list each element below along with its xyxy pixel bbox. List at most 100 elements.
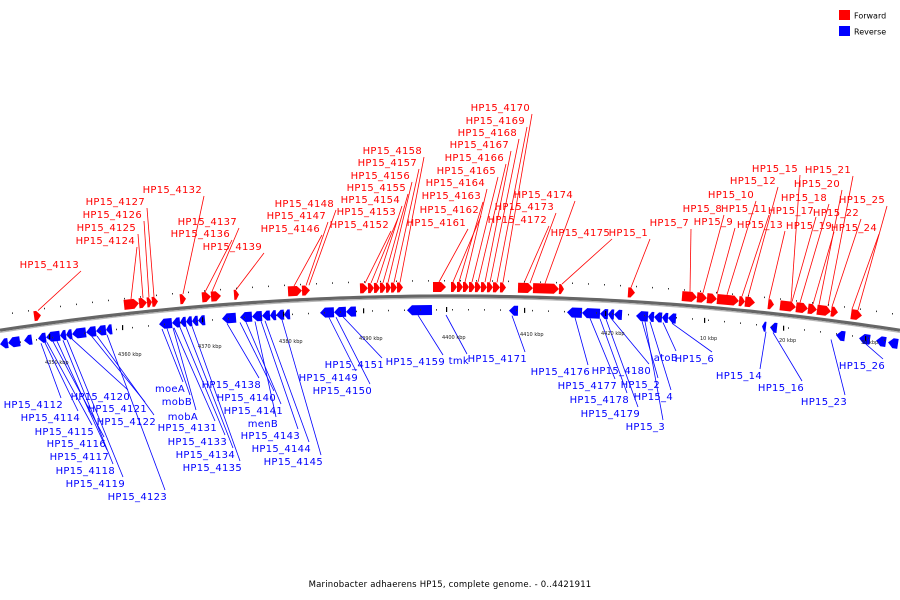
reverse-gene-arrow[interactable] <box>608 309 615 320</box>
gene-label[interactable]: HP15_4 <box>634 392 673 403</box>
gene-label[interactable]: HP15_4166 <box>445 153 504 164</box>
gene-label[interactable]: HP15_4169 <box>466 116 525 127</box>
reverse-gene-arrow[interactable] <box>71 327 87 339</box>
gene-label[interactable]: HP15_4158 <box>363 146 422 157</box>
gene-label[interactable]: HP15_4119 <box>66 479 125 490</box>
forward-gene-arrow[interactable] <box>385 282 391 293</box>
gene-label[interactable]: HP15_21 <box>805 165 851 176</box>
reverse-gene-arrow[interactable] <box>654 312 663 323</box>
reverse-gene-arrow[interactable] <box>252 310 263 322</box>
forward-gene-arrow[interactable] <box>779 300 796 312</box>
gene-label[interactable]: HP15_4180 <box>592 366 651 377</box>
gene-label[interactable]: HP15_4132 <box>143 185 202 196</box>
legend-item-forward[interactable]: Forward <box>839 10 886 21</box>
reverse-gene-arrow[interactable] <box>45 330 61 343</box>
reverse-gene-arrow[interactable] <box>270 310 277 321</box>
reverse-gene-arrow[interactable] <box>835 330 846 342</box>
reverse-gene-arrow[interactable] <box>37 332 47 344</box>
forward-gene-arrow[interactable] <box>738 296 746 307</box>
gene-label[interactable]: HP15_4152 <box>330 220 389 231</box>
gene-label[interactable]: HP15_4121 <box>88 404 147 415</box>
gene-label[interactable]: HP15_4124 <box>76 236 135 247</box>
reverse-gene-arrow[interactable] <box>0 338 9 349</box>
gene-label[interactable]: HP15_4120 <box>71 392 130 403</box>
forward-gene-arrow[interactable] <box>146 297 153 308</box>
reverse-gene-arrow[interactable] <box>192 315 199 326</box>
gene-label[interactable]: HP15_4151 <box>325 360 384 371</box>
gene-label[interactable]: HP15_4137 <box>178 217 237 228</box>
forward-gene-arrow[interactable] <box>301 285 310 296</box>
reverse-gene-arrow[interactable] <box>198 315 206 326</box>
gene-label[interactable]: HP15_15 <box>752 164 798 175</box>
forward-gene-arrow[interactable] <box>807 303 817 315</box>
forward-gene-arrow[interactable] <box>468 282 475 293</box>
forward-gene-arrow[interactable] <box>179 294 187 305</box>
reverse-gene-arrow[interactable] <box>85 326 97 337</box>
forward-gene-arrow[interactable] <box>767 299 774 310</box>
forward-gene-arrow[interactable] <box>138 297 148 309</box>
gene-label[interactable]: HP15_23 <box>801 397 847 408</box>
forward-gene-arrow[interactable] <box>850 309 862 320</box>
reverse-gene-arrow[interactable] <box>761 321 767 332</box>
gene-label[interactable]: HP15_4153 <box>337 207 396 218</box>
forward-gene-arrow[interactable] <box>201 292 212 303</box>
forward-gene-arrow[interactable] <box>486 282 493 293</box>
forward-gene-arrow[interactable] <box>696 292 708 303</box>
gene-label[interactable]: HP15_4112 <box>4 400 63 411</box>
forward-gene-arrow[interactable] <box>681 291 698 302</box>
reverse-gene-arrow[interactable] <box>346 306 357 317</box>
reverse-gene-arrow[interactable] <box>582 308 601 319</box>
reverse-gene-arrow[interactable] <box>648 311 655 322</box>
gene-label[interactable]: HP15_4126 <box>83 210 142 221</box>
gene-label[interactable]: HP15_4116 <box>47 439 106 450</box>
forward-gene-arrow[interactable] <box>627 287 636 298</box>
gene-label[interactable]: HP15_4176 <box>531 367 590 378</box>
forward-gene-arrow[interactable] <box>396 282 403 293</box>
forward-gene-arrow[interactable] <box>359 283 368 294</box>
forward-gene-arrow[interactable] <box>517 282 533 294</box>
gene-label[interactable]: HP15_14 <box>716 371 762 382</box>
gene-label[interactable]: menB <box>248 419 278 430</box>
forward-gene-arrow[interactable] <box>390 282 397 293</box>
forward-gene-arrow[interactable] <box>795 302 808 313</box>
gene-label[interactable]: HP15_4138 <box>202 380 261 391</box>
gene-label[interactable]: HP15_4170 <box>471 103 530 114</box>
gene-label[interactable]: HP15_4145 <box>264 457 323 468</box>
gene-label[interactable]: HP15_4174 <box>514 190 573 201</box>
forward-gene-arrow[interactable] <box>706 293 718 304</box>
gene-label[interactable]: HP15_4175 <box>551 228 610 239</box>
gene-label[interactable]: HP15_4147 <box>267 211 326 222</box>
gene-label[interactable]: HP15_4171 <box>468 354 527 365</box>
gene-label[interactable]: mobB <box>162 397 192 408</box>
gene-label[interactable]: HP15_1 <box>609 228 648 239</box>
reverse-gene-arrow[interactable] <box>668 313 677 324</box>
gene-label[interactable]: atoB <box>654 353 678 364</box>
forward-gene-arrow[interactable] <box>716 294 740 306</box>
gene-label[interactable]: HP15_4123 <box>108 492 167 503</box>
reverse-gene-arrow[interactable] <box>172 317 181 328</box>
gene-label[interactable]: HP15_4161 <box>407 218 466 229</box>
gene-label[interactable]: HP15_19 <box>786 221 832 232</box>
gene-label[interactable]: HP15_4117 <box>50 452 109 463</box>
reverse-gene-arrow[interactable] <box>407 305 433 316</box>
gene-label[interactable]: HP15_25 <box>839 195 885 206</box>
reverse-gene-arrow[interactable] <box>23 334 33 346</box>
forward-gene-arrow[interactable] <box>123 298 140 310</box>
gene-label[interactable]: HP15_4149 <box>299 373 358 384</box>
gene-label[interactable]: HP15_7 <box>650 218 689 229</box>
gene-label[interactable]: HP15_10 <box>708 190 754 201</box>
reverse-gene-arrow[interactable] <box>95 324 107 336</box>
forward-gene-arrow[interactable] <box>462 282 469 293</box>
gene-label[interactable]: HP15_4115 <box>35 427 94 438</box>
gene-label[interactable]: HP15_9 <box>694 217 733 228</box>
reverse-gene-arrow[interactable] <box>222 312 237 324</box>
gene-label[interactable]: HP15_4148 <box>275 199 334 210</box>
reverse-gene-arrow[interactable] <box>262 310 271 321</box>
gene-label[interactable]: tmk <box>449 356 469 367</box>
gene-label[interactable]: HP15_4172 <box>488 215 547 226</box>
reverse-gene-arrow[interactable] <box>320 307 335 318</box>
gene-label[interactable]: HP15_4131 <box>158 423 217 434</box>
gene-label[interactable]: HP15_4163 <box>422 191 481 202</box>
forward-gene-arrow[interactable] <box>233 289 240 300</box>
gene-label[interactable]: HP15_4133 <box>168 437 227 448</box>
